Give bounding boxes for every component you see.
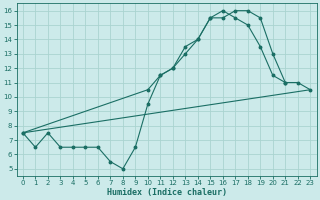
X-axis label: Humidex (Indice chaleur): Humidex (Indice chaleur): [107, 188, 227, 197]
